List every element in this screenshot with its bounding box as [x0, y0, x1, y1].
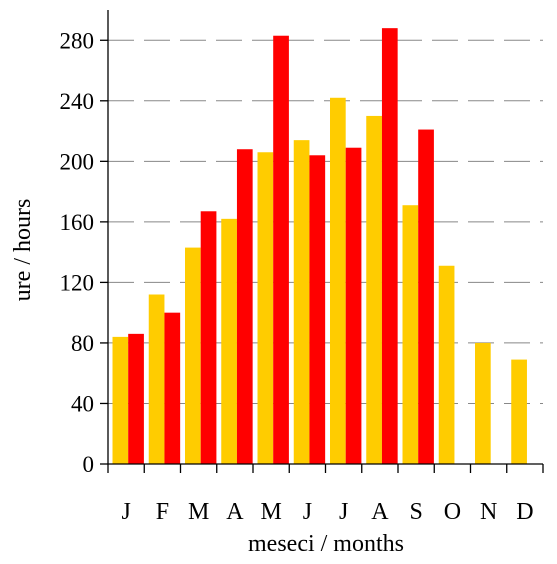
x-tick-label: J [339, 499, 348, 525]
x-tick-label: A [226, 499, 244, 525]
x-tick-label: M [260, 499, 281, 525]
x-tick-label: M [188, 499, 209, 525]
x-tick-label: D [516, 499, 533, 525]
y-tick-label: 240 [60, 89, 95, 114]
bar-series-1 [185, 247, 201, 464]
bar-series-1 [221, 218, 237, 464]
x-tick-label: A [371, 499, 389, 525]
bar-series-1 [475, 342, 491, 464]
bar-series-2 [200, 211, 217, 464]
bar-series-1 [257, 152, 274, 464]
bar-series-1 [366, 115, 382, 464]
y-tick-label: 160 [60, 210, 95, 235]
x-axis-label: meseci / months [248, 531, 404, 557]
bar-series-2 [309, 155, 326, 464]
y-tick-label: 40 [71, 391, 94, 416]
bar-series-1 [511, 359, 527, 464]
grid-lines [108, 39, 543, 404]
bar-series-2 [128, 333, 144, 464]
y-tick-label: 0 [83, 452, 95, 477]
y-tick-label: 120 [60, 270, 95, 295]
x-tick-label: O [444, 499, 461, 525]
y-tick-label: 200 [60, 149, 95, 174]
bar-series-1 [293, 140, 310, 464]
x-tick-label: N [480, 499, 497, 525]
bar-series-1 [330, 97, 346, 465]
y-ticks: 0 40 80 120 160 200 240 280 [60, 28, 108, 477]
bar-series-1 [402, 205, 419, 464]
x-tick-label: F [156, 499, 169, 525]
bars [112, 28, 527, 465]
bar-series-2 [236, 149, 253, 464]
bar-series-1 [112, 336, 129, 464]
y-tick-label: 80 [71, 331, 94, 356]
bar-series-2 [345, 147, 362, 465]
bar-series-2 [381, 28, 398, 464]
y-tick-label: 280 [60, 28, 95, 53]
x-tick-label: J [121, 499, 130, 525]
bar-series-2 [164, 312, 181, 464]
bar-series-1 [148, 294, 165, 464]
x-tick-label: J [303, 499, 312, 525]
bar-series-1 [438, 265, 455, 464]
x-tick-label: S [409, 499, 422, 525]
bar-series-2 [418, 129, 434, 464]
bar-series-2 [273, 35, 289, 465]
y-axis-label: ure / hours [10, 199, 36, 302]
